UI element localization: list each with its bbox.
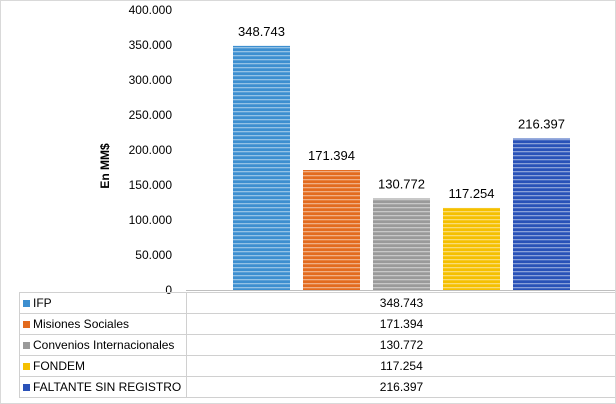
legend-swatch xyxy=(23,384,30,391)
data-label: 171.394 xyxy=(308,148,355,163)
table-value: 348.743 xyxy=(186,292,615,314)
legend-entry: Misiones Sociales xyxy=(19,313,187,335)
table-value: 171.394 xyxy=(186,313,615,335)
data-label: 348.743 xyxy=(238,24,285,39)
data-label: 130.772 xyxy=(378,176,425,191)
data-table: IFP 348.743 Misiones Sociales 171.394 Conven… xyxy=(19,292,615,398)
legend-entry: Convenios Internacionales xyxy=(19,334,187,356)
data-label: 216.397 xyxy=(518,117,565,132)
y-tick-label: 400.000 xyxy=(129,3,173,17)
bar xyxy=(513,138,570,290)
legend-swatch xyxy=(23,363,30,370)
y-tick-label: 150.000 xyxy=(129,178,173,192)
legend-label: Misiones Sociales xyxy=(33,317,130,331)
legend-entry: FALTANTE SIN REGISTRO xyxy=(19,376,187,398)
table-row: IFP 348.743 xyxy=(19,292,615,314)
table-value: 216.397 xyxy=(186,376,615,398)
table-value: 117.254 xyxy=(186,355,615,377)
legend-swatch xyxy=(23,342,30,349)
legend-label: FONDEM xyxy=(33,359,85,373)
table-row: FALTANTE SIN REGISTRO 216.397 xyxy=(19,376,615,398)
legend-label: FALTANTE SIN REGISTRO xyxy=(33,380,182,394)
table-row: FONDEM 117.254 xyxy=(19,355,615,377)
y-tick-label: 50.000 xyxy=(135,248,172,262)
y-tick-label: 350.000 xyxy=(129,38,173,52)
legend-swatch xyxy=(23,300,30,307)
data-label: 117.254 xyxy=(448,186,494,201)
bar xyxy=(303,170,360,290)
bar xyxy=(443,207,500,290)
y-axis-label: En MM$ xyxy=(98,143,112,189)
y-tick-label: 300.000 xyxy=(129,73,173,87)
bar xyxy=(373,198,430,290)
y-tick-label: 250.000 xyxy=(129,108,173,122)
table-row: Convenios Internacionales 130.772 xyxy=(19,334,615,356)
legend-label: IFP xyxy=(33,296,52,310)
legend-label: Convenios Internacionales xyxy=(33,338,175,352)
legend-entry: FONDEM xyxy=(19,355,187,377)
y-tick-label: 200.000 xyxy=(129,143,173,157)
table-value: 130.772 xyxy=(186,334,615,356)
bar xyxy=(233,45,290,291)
y-tick-label: 100.000 xyxy=(129,213,173,227)
y-tick-label: 0 xyxy=(165,283,172,297)
legend-entry: IFP xyxy=(19,292,187,314)
legend-swatch xyxy=(23,321,30,328)
table-row: Misiones Sociales 171.394 xyxy=(19,313,615,335)
